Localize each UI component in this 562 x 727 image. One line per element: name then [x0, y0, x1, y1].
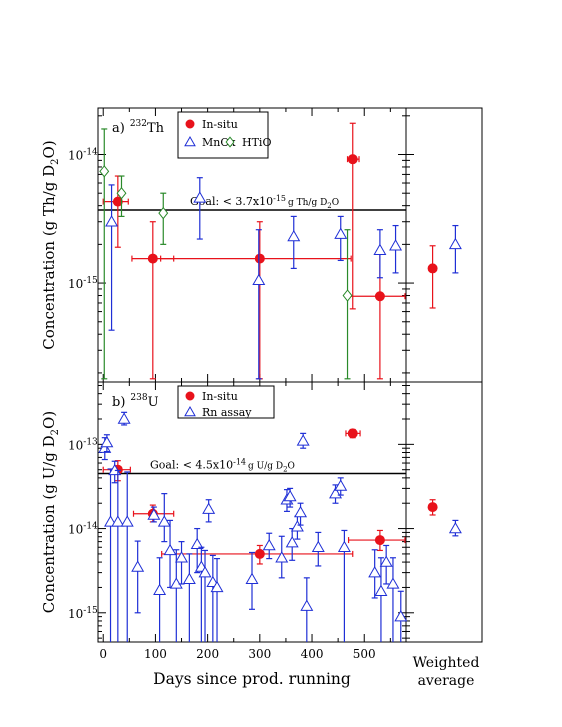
panel-b-rn-assay-point: [394, 610, 408, 622]
panel-a-in-situ-point: [347, 154, 358, 165]
panel-b-ytick-label: 10-15: [68, 606, 98, 621]
panel-b-rn-assay-point: [337, 540, 351, 552]
panel-b-rn-assay-point: [290, 520, 304, 532]
panel-b-rn-assay-point: [374, 584, 388, 597]
weighted-average-label-line2: average: [418, 673, 475, 689]
panel-b-legend-label: In-situ: [202, 390, 238, 403]
panel-a-htio-point: [99, 165, 110, 178]
panel-a-in-situ-point: [254, 253, 265, 264]
panel-a-y-axis-label: Concentration (g Th/g D2O): [40, 140, 61, 349]
panel-a-in-situ-point: [374, 291, 385, 302]
panel-a-weighted-frame: [405, 107, 483, 383]
panel-b-rn-assay-point: [245, 572, 259, 584]
panel-b-weighted-point: [448, 521, 462, 534]
panel-b-ytick-label: 10-14: [68, 522, 98, 537]
x-tick-label: 300: [248, 647, 271, 661]
panel-a-mnox-point: [373, 243, 387, 255]
panel-a-ytick-label: 10-14: [68, 148, 98, 163]
panel-a-content: 10-14 10-15 Concentration (g Th/g D2O) Goal…: [40, 108, 462, 382]
panel-a-in-situ-point: [147, 253, 158, 264]
panel-a-htio-point: [342, 289, 353, 302]
weighted-average-label-line1: Weighted: [413, 655, 480, 671]
panel-b-rn-assay-point: [98, 441, 112, 453]
panel-b-rn-assay-point: [111, 515, 125, 527]
panel-b-ytick-label: 10-13: [68, 437, 98, 452]
panel-b-rn-assay-point: [311, 540, 325, 552]
panel-b-panel-label: b) 238U: [112, 393, 159, 410]
panel-a-weighted-point: [448, 237, 462, 250]
panel-a-htio-point: [116, 187, 127, 200]
panel-b-legend-marker: [185, 391, 195, 401]
panel-a-in-situ-point: [112, 196, 123, 207]
panel-b-rn-assay-point: [120, 515, 134, 527]
panel-a-htio-point: [158, 206, 169, 220]
panel-b-rn-assay-point: [163, 543, 177, 556]
panel-b-in-situ-point: [254, 548, 265, 559]
panel-a-legend-box: [177, 111, 269, 159]
panel-b-rn-assay-point: [182, 572, 196, 584]
panel-b-rn-assay-point: [157, 515, 171, 527]
panel-b-y-axis-label: Concentration (g U/g D2O): [40, 411, 61, 613]
panel-a-mnox-point: [334, 227, 348, 239]
panel-b-rn-assay-point: [296, 434, 310, 446]
panel-b-rn-assay-point: [368, 565, 382, 578]
panel-b-rn-assay-point: [283, 489, 297, 502]
panel-b-rn-assay-point: [147, 508, 161, 520]
panel-b-rn-assay-point: [198, 565, 212, 578]
panel-a-panel-label: a) 232Th: [112, 119, 165, 136]
x-tick-label: 500: [353, 647, 376, 661]
panel-b-rn-assay-point: [175, 551, 189, 563]
panel-a-mnox-point: [389, 239, 403, 251]
panel-b-rn-assay-point: [300, 599, 314, 611]
panel-b-rn-assay-point: [334, 479, 348, 491]
panel-a-mnox-point: [193, 191, 207, 203]
x-axis-label: Days since prod. running: [153, 670, 351, 688]
panel-b-goal-label: Goal: < 4.5x10-14 g U/g D2O: [150, 458, 295, 474]
x-tick-label: 200: [196, 647, 219, 661]
panel-b-in-situ-point: [374, 535, 385, 546]
panel-b-rn-assay-point: [294, 505, 308, 518]
panel-a-legend-label: In-situ: [202, 118, 238, 131]
panel-b-in-situ-point: [347, 428, 358, 439]
panel-b-rn-assay-point: [262, 538, 276, 551]
panel-b-rn-assay-point: [386, 577, 400, 589]
panel-b-content: 10-13 10-14 10-15 0 100 200 300 400 500 Concentra…: [40, 382, 462, 661]
panel-b-rn-assay-point: [153, 583, 167, 596]
panel-b-rn-assay-point: [379, 555, 393, 567]
panel-b-rn-assay-point: [202, 502, 216, 514]
panel-b-legend-label: Rn assay: [202, 406, 252, 419]
x-tick-label: 400: [301, 647, 324, 661]
panel-b-weighted-point: [427, 502, 438, 513]
x-tick-label: 0: [99, 647, 107, 661]
panel-a-legend-marker: [184, 135, 196, 147]
panel-b-legend-box: [177, 385, 275, 419]
panel-b-rn-assay-point: [169, 577, 183, 589]
panel-b-rn-assay-point: [275, 551, 289, 563]
panel-b-rn-assay-point: [190, 537, 204, 550]
panel-b-rn-assay-point: [210, 580, 224, 593]
panel-b-rn-assay-point: [285, 536, 299, 548]
panel-a-legend-marker: [185, 119, 195, 129]
panel-a-goal-label: Goal: < 3.7x10-15 g Th/g D2O: [190, 194, 339, 210]
panel-b-rn-assay-point: [100, 435, 114, 448]
panel-a-weighted-point: [427, 263, 438, 274]
panel-b-rn-assay-point: [117, 412, 131, 424]
panel-b-rn-assay-point: [131, 560, 145, 572]
panel-b-weighted-frame: [405, 381, 483, 643]
panel-a-mnox-point: [105, 215, 119, 227]
x-tick-label: 100: [144, 647, 167, 661]
panel-b-legend-marker: [184, 405, 196, 417]
panel-a-axes: [97, 107, 483, 383]
panel-a-ytick-label: 10-15: [68, 276, 98, 291]
panel-b-axes: [97, 381, 483, 643]
panel-a-mnox-point: [287, 229, 301, 242]
panel-a-legend-label: HTiO: [242, 136, 271, 149]
panel-a-legend-marker: [225, 136, 235, 148]
panel-a-mnox-point: [252, 273, 266, 286]
